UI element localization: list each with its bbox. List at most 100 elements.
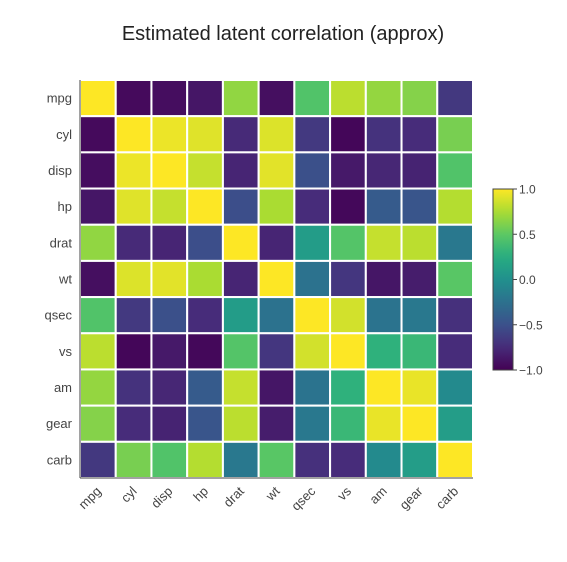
- heatmap-cell-drat-drat: [221, 223, 260, 262]
- heatmap-cell-am-drat: [221, 368, 260, 407]
- heatmap-cell-hp-drat: [221, 187, 260, 226]
- heatmap-cell-wt-drat: [221, 259, 260, 299]
- heatmap-cell-carb-hp: [186, 440, 224, 479]
- heatmap-cell-qsec-wt: [257, 296, 296, 335]
- heatmap-cell-drat-hp: [186, 223, 224, 262]
- heatmap-cell-disp-cyl: [114, 151, 153, 190]
- heatmap-cell-qsec-qsec: [293, 296, 332, 335]
- heatmap-cell-cyl-cyl: [114, 115, 153, 154]
- y-tick-label-hp: hp: [58, 199, 72, 214]
- heatmap-cell-disp-qsec: [293, 151, 332, 190]
- heatmap-cell-cyl-am: [364, 115, 403, 154]
- heatmap-cell-vs-hp: [186, 332, 224, 371]
- heatmap-cell-gear-wt: [257, 404, 296, 443]
- heatmap-cell-wt-am: [364, 259, 403, 299]
- heatmap-cell-cyl-qsec: [293, 115, 332, 154]
- heatmap-cell-disp-carb: [436, 151, 475, 190]
- heatmap-cell-qsec-carb: [436, 296, 475, 335]
- heatmap-cell-disp-vs: [329, 151, 367, 190]
- heatmap-cell-wt-cyl: [114, 259, 153, 299]
- heatmap-cell-am-mpg: [79, 368, 117, 407]
- heatmap-cell-gear-am: [364, 404, 403, 443]
- heatmap-cell-am-am: [364, 368, 403, 407]
- heatmap-cell-disp-am: [364, 151, 403, 190]
- heatmap-cell-gear-hp: [186, 404, 224, 443]
- heatmap-cell-drat-vs: [329, 223, 367, 262]
- y-tick-label-vs: vs: [59, 344, 73, 359]
- y-tick-label-qsec: qsec: [45, 308, 73, 323]
- heatmap-cell-qsec-hp: [186, 296, 224, 335]
- heatmap-cell-wt-disp: [150, 259, 189, 299]
- heatmap-cell-cyl-wt: [257, 115, 296, 154]
- heatmap-cell-qsec-cyl: [114, 296, 153, 335]
- heatmap-cell-gear-disp: [150, 404, 189, 443]
- y-tick-label-mpg: mpg: [47, 91, 72, 106]
- y-tick-label-gear: gear: [46, 416, 73, 431]
- heatmap-cell-vs-cyl: [114, 332, 153, 371]
- heatmap-cell-qsec-mpg: [79, 296, 117, 335]
- heatmap-cell-hp-gear: [400, 187, 439, 226]
- heatmap-cell-mpg-mpg: [79, 79, 117, 118]
- heatmap-cell-disp-gear: [400, 151, 439, 190]
- heatmap-cell-am-vs: [329, 368, 367, 407]
- colorbar-tick-label: −0.5: [519, 318, 543, 332]
- heatmap-cell-disp-drat: [221, 151, 260, 190]
- heatmap-cell-gear-cyl: [114, 404, 153, 443]
- heatmap-cell-disp-mpg: [79, 151, 117, 190]
- heatmap-cell-cyl-gear: [400, 115, 439, 154]
- heatmap-cell-drat-carb: [436, 223, 475, 262]
- heatmap-cell-drat-cyl: [114, 223, 153, 262]
- y-tick-label-drat: drat: [50, 235, 73, 250]
- heatmap-cell-gear-vs: [329, 404, 367, 443]
- heatmap-cell-vs-gear: [400, 332, 439, 371]
- heatmap-cell-mpg-am: [364, 79, 403, 118]
- heatmap-cell-disp-disp: [150, 151, 189, 190]
- y-tick-label-carb: carb: [47, 452, 72, 467]
- heatmap-cell-wt-gear: [400, 259, 439, 299]
- heatmap-cell-am-wt: [257, 368, 296, 407]
- heatmap-cell-vs-am: [364, 332, 403, 371]
- colorbar-tick-label: 0.5: [519, 228, 536, 242]
- heatmap-cell-hp-vs: [329, 187, 367, 226]
- heatmap-cell-qsec-gear: [400, 296, 439, 335]
- heatmap-cell-wt-vs: [329, 259, 367, 299]
- y-tick-label-disp: disp: [48, 163, 72, 178]
- y-tick-label-am: am: [54, 380, 72, 395]
- heatmap-cell-disp-wt: [257, 151, 296, 190]
- heatmap-cell-drat-mpg: [79, 223, 117, 262]
- heatmap-cell-mpg-cyl: [114, 79, 153, 118]
- heatmap-cell-disp-hp: [186, 151, 224, 190]
- heatmap-cell-vs-vs: [329, 332, 367, 371]
- heatmap-cell-wt-mpg: [79, 259, 117, 299]
- colorbar: 1.0 0.5 0.0 −0.5 −1.0: [492, 183, 543, 378]
- heatmap-cell-carb-gear: [400, 440, 439, 479]
- heatmap-cell-carb-drat: [221, 440, 260, 479]
- heatmap-cell-qsec-drat: [221, 296, 260, 335]
- heatmap-cell-wt-qsec: [293, 259, 332, 299]
- heatmap-cell-mpg-carb: [436, 79, 475, 118]
- heatmap-cell-carb-mpg: [79, 440, 117, 479]
- heatmap-cell-qsec-vs: [329, 296, 367, 335]
- heatmap-cell-vs-qsec: [293, 332, 332, 371]
- heatmap-cell-cyl-drat: [221, 115, 260, 154]
- heatmap-cell-cyl-vs: [329, 115, 367, 154]
- heatmap-cell-mpg-disp: [150, 79, 189, 118]
- heatmap-cell-cyl-hp: [186, 115, 224, 154]
- heatmap-cell-carb-wt: [257, 440, 296, 479]
- heatmap-cell-vs-disp: [150, 332, 189, 371]
- heatmap-cell-carb-carb: [436, 440, 475, 479]
- heatmap-cell-gear-carb: [436, 404, 475, 443]
- heatmap-cell-mpg-hp: [186, 79, 224, 118]
- heatmap-cell-wt-wt: [257, 259, 296, 299]
- heatmap-cell-wt-hp: [186, 259, 224, 299]
- chart-title: Estimated latent correlation (approx): [122, 23, 444, 45]
- heatmap-cell-carb-cyl: [114, 440, 153, 479]
- heatmap-cell-carb-disp: [150, 440, 189, 479]
- heatmap-cell-qsec-am: [364, 296, 403, 335]
- heatmap-cell-am-disp: [150, 368, 189, 407]
- heatmap-cell-drat-wt: [257, 223, 296, 262]
- heatmap-cell-mpg-gear: [400, 79, 439, 118]
- heatmap-cell-am-gear: [400, 368, 439, 407]
- heatmap-cell-drat-am: [364, 223, 403, 262]
